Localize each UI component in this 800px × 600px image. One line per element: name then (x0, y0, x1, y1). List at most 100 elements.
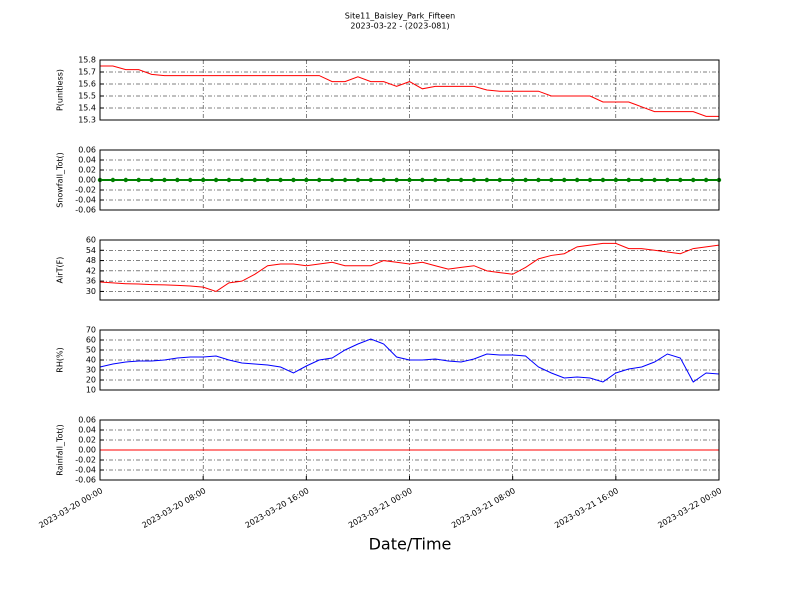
x-tick-label: 2023-03-21 08:00 (450, 486, 517, 530)
y-tick-label: -0.02 (75, 456, 96, 465)
y-tick-label: 15.4 (78, 104, 96, 113)
x-tick-label: 2023-03-21 16:00 (553, 486, 620, 530)
data-point (149, 177, 154, 183)
x-tick-label: 2023-03-22 00:00 (656, 486, 723, 530)
data-point (317, 177, 322, 183)
data-point (678, 177, 683, 183)
data-point (587, 177, 593, 183)
y-tick-label: 15.8 (78, 56, 96, 65)
plot-frame (99, 329, 720, 391)
data-point (523, 177, 528, 183)
data-point (200, 177, 206, 183)
chart-title: Site11_Baisley_Park_Fifteen (345, 12, 455, 21)
y-tick-label: 48 (86, 256, 96, 265)
data-point (652, 177, 657, 183)
y-tick-label: 0.04 (78, 426, 96, 435)
x-axis-label: Date/Time (369, 535, 452, 554)
data-point (484, 177, 490, 183)
data-point (304, 177, 309, 183)
data-point (562, 177, 567, 183)
y-tick-label: 15.5 (78, 92, 96, 101)
data-point (342, 177, 348, 183)
y-tick-label: 0.00 (78, 446, 96, 455)
data-point (574, 177, 580, 183)
plot-frame (99, 59, 720, 121)
y-tick-label: 60 (86, 336, 96, 345)
data-point (691, 177, 696, 183)
data-point (458, 177, 464, 183)
y-tick-label: 60 (86, 236, 96, 245)
data-point (407, 177, 412, 183)
data-point (536, 177, 541, 183)
y-tick-label: 36 (86, 277, 96, 286)
data-point (549, 177, 554, 183)
data-point (600, 177, 606, 183)
y-tick-label: 15.6 (78, 80, 96, 89)
y-tick-label: 15.7 (78, 68, 96, 77)
x-tick-label: 2023-03-20 08:00 (140, 486, 207, 530)
y-tick-label: -0.04 (75, 466, 96, 475)
y-tick-label: 0.02 (78, 436, 96, 445)
data-point (368, 177, 374, 183)
data-point (110, 177, 116, 183)
y-tick-label: 0.00 (78, 176, 96, 185)
y-tick-label: 0.06 (78, 416, 96, 425)
x-tick-label: 2023-03-20 00:00 (37, 486, 104, 530)
chart-subtitle: 2023-03-22 - (2023-081) (350, 22, 449, 31)
data-point (510, 177, 515, 183)
data-point (471, 177, 477, 183)
data-point (175, 177, 180, 183)
data-point (433, 177, 438, 183)
x-tick-label: 2023-03-20 16:00 (244, 486, 311, 530)
x-tick-label: 2023-03-21 00:00 (347, 486, 414, 530)
data-point (123, 177, 128, 183)
y-axis-label: P(unitless) (56, 69, 65, 111)
data-point (355, 177, 361, 183)
data-point (239, 177, 245, 183)
y-tick-label: 40 (86, 356, 96, 365)
data-point (213, 177, 219, 183)
data-point (381, 177, 386, 183)
y-tick-label: -0.02 (75, 186, 96, 195)
y-tick-label: -0.04 (75, 196, 96, 205)
data-point (291, 177, 296, 183)
data-point (136, 177, 141, 183)
y-tick-label: 54 (86, 246, 96, 255)
data-point (162, 177, 167, 183)
y-tick-label: 10 (86, 386, 96, 395)
y-tick-label: -0.06 (75, 206, 96, 215)
y-tick-label: 30 (86, 287, 96, 296)
y-tick-label: 0.02 (78, 166, 96, 175)
y-tick-label: 15.3 (78, 116, 96, 125)
data-point (665, 177, 670, 183)
data-point (252, 177, 257, 183)
data-line (99, 242, 720, 292)
plot-frame (99, 149, 720, 211)
data-point (265, 177, 270, 183)
y-tick-label: 50 (86, 346, 96, 355)
data-point (445, 177, 451, 183)
data-point (626, 177, 631, 183)
data-point (613, 177, 619, 183)
y-axis-label: AirT(F) (56, 257, 65, 284)
y-tick-label: 0.06 (78, 146, 96, 155)
y-tick-label: 70 (86, 326, 96, 335)
data-line (99, 338, 720, 383)
y-tick-label: 20 (86, 376, 96, 385)
y-axis-label: RH(%) (56, 347, 65, 372)
data-line (100, 65, 719, 117)
data-point (226, 177, 232, 183)
data-point (639, 177, 644, 183)
y-axis-label: Snowfall_Tot() (56, 152, 65, 208)
data-point (497, 177, 502, 183)
data-point (329, 177, 335, 183)
y-tick-label: 0.04 (78, 156, 96, 165)
data-point (278, 177, 283, 183)
plot-frame (99, 239, 720, 301)
y-axis-label: Rainfall_Tot() (56, 424, 65, 476)
y-tick-label: 30 (86, 366, 96, 375)
y-tick-label: -0.06 (75, 476, 96, 485)
data-point (420, 177, 425, 183)
